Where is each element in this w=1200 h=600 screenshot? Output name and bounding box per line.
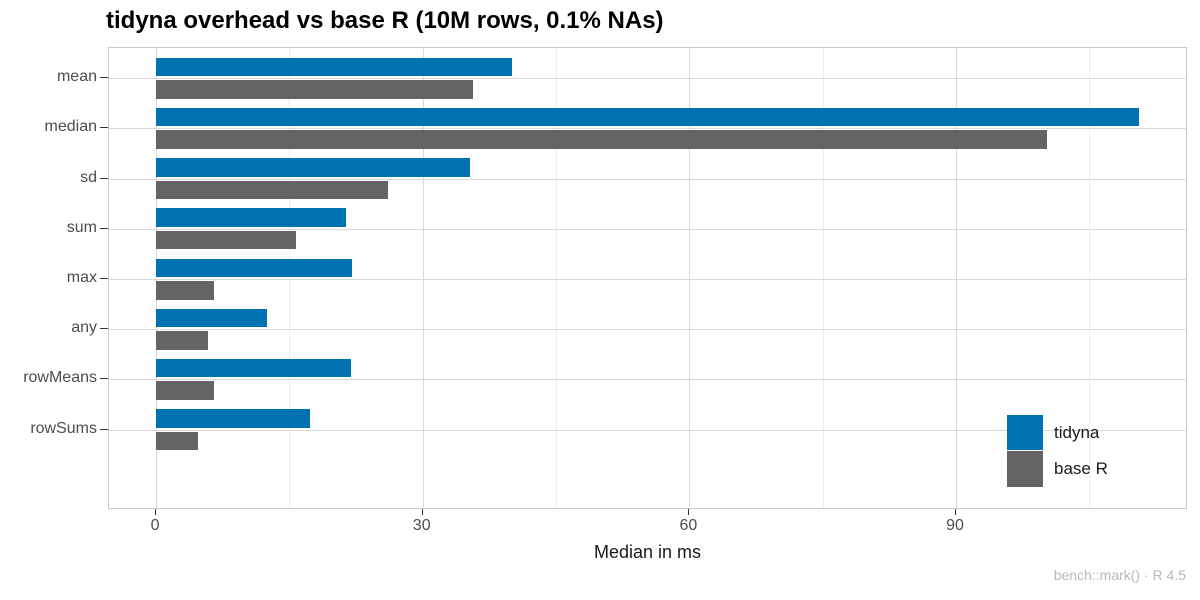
gridline-minor-vertical-75 [822, 48, 824, 508]
gridline-major-vertical-60 [689, 48, 691, 508]
y-tick-sd [100, 177, 108, 179]
gridline-major-vertical-30 [422, 48, 424, 508]
gridline-horizontal-rowMeans [109, 379, 1186, 381]
y-label-max: max [66, 269, 97, 286]
gridline-horizontal-sum [109, 228, 1186, 230]
legend-label-base-R: base R [1054, 459, 1108, 478]
gridline-minor-vertical-105 [1089, 48, 1091, 508]
y-label-sum: sum [66, 218, 97, 236]
legend-swatch-base-R [1007, 451, 1043, 487]
y-tick-max [100, 278, 108, 279]
bar-base-R-any [156, 331, 208, 350]
bar-base-R-sd [156, 180, 389, 200]
y-label-rowMeans: rowMeans [23, 369, 97, 387]
bar-tidyna-median [156, 107, 1140, 127]
gridline-horizontal-median [109, 128, 1186, 130]
gridline-major-vertical-0 [156, 48, 158, 508]
gridline-horizontal-any [109, 329, 1186, 331]
gridline-horizontal-max [109, 279, 1186, 280]
chart-title: tidyna overhead vs base R (10M rows, 0.1… [106, 7, 664, 34]
bar-tidyna-sd [156, 158, 470, 177]
y-label-median: median [44, 118, 97, 136]
x-tick-30 [421, 509, 423, 515]
x-label-60: 60 [679, 517, 698, 534]
gridline-minor-vertical-15 [289, 48, 291, 508]
gridline-major-vertical-90 [956, 48, 957, 508]
legend-label-tidyna: tidyna [1054, 422, 1100, 442]
bar-tidyna-max [156, 258, 352, 277]
y-tick-any [100, 328, 108, 330]
x-tick-0 [155, 509, 157, 515]
gridline-horizontal-rowSums [109, 429, 1186, 431]
y-label-any: any [71, 319, 97, 337]
bar-tidyna-sum [156, 208, 347, 227]
y-tick-median [100, 127, 108, 129]
bar-tidyna-any [156, 308, 268, 328]
plot-panel [108, 47, 1187, 509]
bar-base-R-rowMeans [156, 381, 214, 400]
gridline-horizontal-mean [109, 78, 1186, 80]
x-label-90: 90 [946, 517, 964, 534]
y-tick-sum [100, 227, 108, 229]
y-tick-mean [100, 77, 108, 79]
x-label-0: 0 [150, 517, 160, 534]
bar-tidyna-rowMeans [156, 358, 351, 378]
gridline-horizontal-sd [109, 178, 1186, 180]
gridline-minor-vertical-45 [556, 48, 558, 508]
y-tick-rowSums [100, 428, 108, 430]
y-tick-rowMeans [100, 378, 108, 380]
x-tick-60 [688, 509, 690, 515]
legend-swatch-tidyna [1007, 415, 1043, 450]
bar-tidyna-mean [156, 57, 512, 77]
x-label-30: 30 [412, 517, 431, 534]
y-label-sd: sd [80, 168, 97, 186]
bar-base-R-median [156, 130, 1047, 149]
bar-base-R-max [156, 281, 214, 300]
y-label-mean: mean [56, 68, 97, 86]
bar-base-R-rowSums [156, 431, 198, 451]
x-tick-90 [955, 509, 956, 515]
y-label-rowSums: rowSums [30, 419, 97, 437]
bar-tidyna-rowSums [156, 409, 310, 428]
bar-base-R-mean [156, 80, 474, 99]
chart-caption: bench::mark() · R 4.5 [1053, 567, 1186, 583]
x-axis-title: Median in ms [593, 542, 702, 562]
bar-base-R-sum [156, 230, 296, 250]
